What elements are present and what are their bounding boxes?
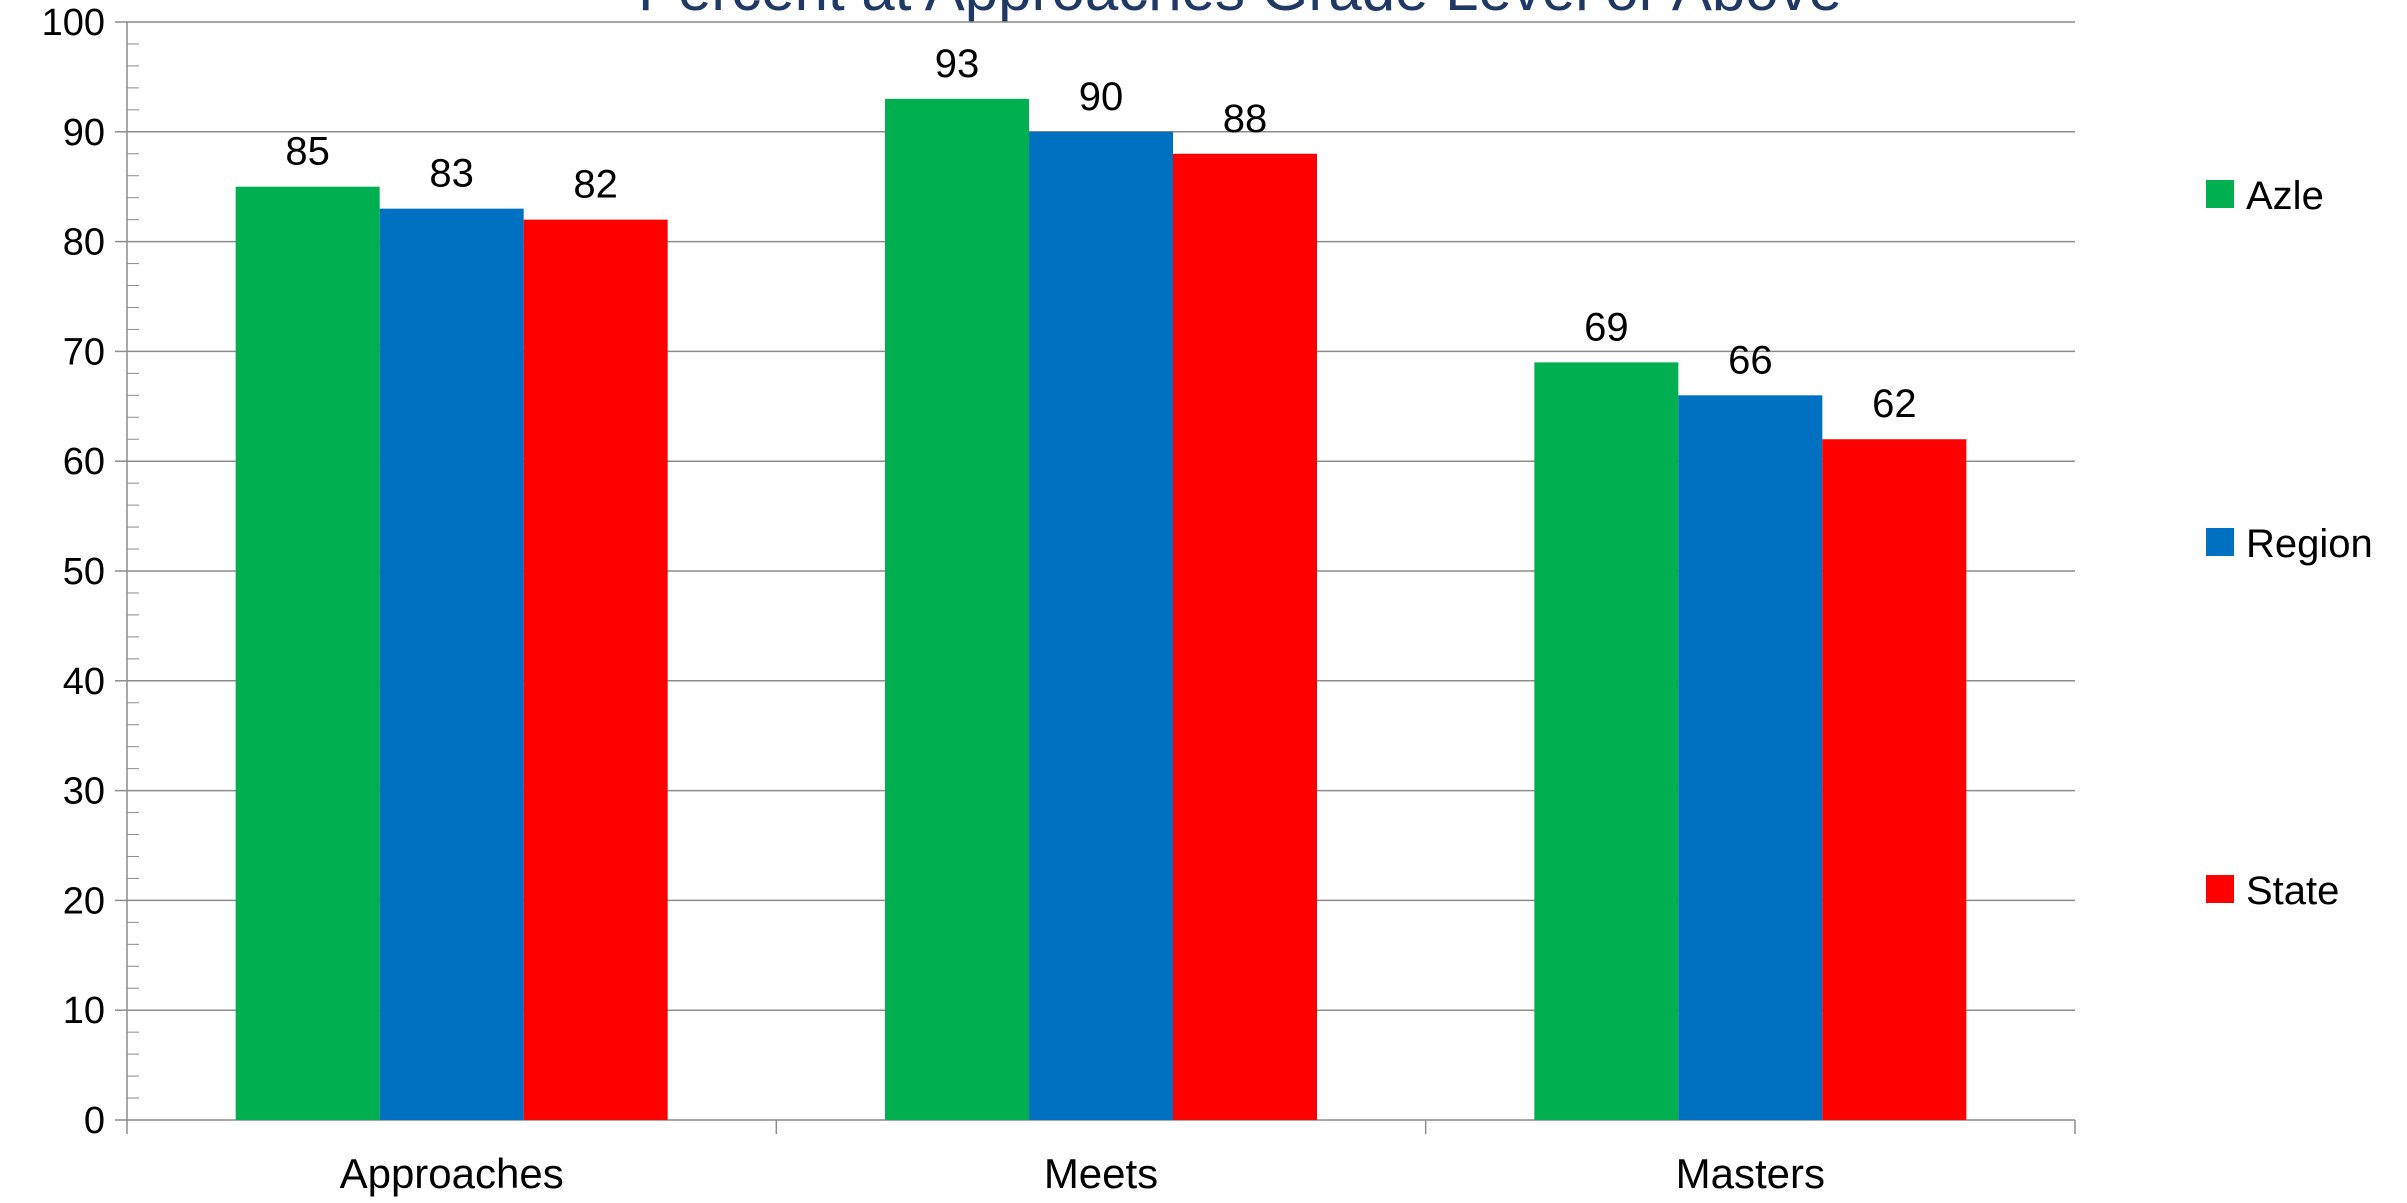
data-label: 93	[935, 42, 980, 86]
data-label: 88	[1223, 97, 1268, 141]
data-label: 66	[1728, 338, 1773, 382]
y-tick-label: 0	[84, 1100, 105, 1142]
data-label: 85	[285, 130, 330, 174]
legend-swatch-region	[2206, 528, 2234, 556]
data-label: 82	[573, 163, 618, 207]
y-tick-label: 70	[63, 331, 105, 373]
x-category-label: Masters	[1676, 1150, 1825, 1197]
chart-title: Percent at Approaches Grade Level or Abo…	[638, 0, 1842, 23]
legend-label-state: State	[2246, 869, 2339, 913]
bar-state-meets	[1173, 153, 1317, 1120]
y-tick-label: 10	[63, 990, 105, 1032]
data-label: 83	[429, 152, 474, 196]
legend-label-region: Region	[2246, 522, 2373, 566]
y-tick-label: 20	[63, 880, 105, 922]
legend-swatch-state	[2206, 875, 2234, 903]
legend: Azle Region State	[2206, 174, 2373, 913]
bar-azle-masters	[1534, 362, 1679, 1120]
bar-azle-meets	[885, 98, 1029, 1121]
bar-state-approaches	[523, 219, 668, 1120]
y-tick-label: 40	[63, 661, 105, 703]
x-category-label: Meets	[1044, 1150, 1158, 1197]
y-tick-label: 80	[63, 222, 105, 264]
data-labels: 85 83 82 93 90 88 69 66 62	[285, 42, 1916, 426]
bar-state-masters	[1822, 439, 1967, 1120]
data-label: 62	[1872, 382, 1917, 426]
bar-region-approaches	[379, 208, 524, 1120]
bar-region-meets	[1029, 131, 1173, 1121]
y-tick-label: 90	[63, 112, 105, 154]
bar-azle-approaches	[235, 186, 380, 1120]
bar-region-masters	[1678, 395, 1823, 1120]
bars	[235, 98, 1967, 1121]
y-tick-label: 30	[63, 771, 105, 813]
legend-swatch-azle	[2206, 180, 2234, 208]
y-tick-label: 60	[63, 441, 105, 483]
data-label: 69	[1584, 305, 1629, 349]
data-label: 90	[1079, 75, 1124, 119]
legend-label-azle: Azle	[2246, 174, 2324, 218]
x-category-label: Approaches	[340, 1150, 564, 1197]
y-tick-label: 50	[63, 551, 105, 593]
y-tick-label: 100	[42, 2, 105, 44]
axes: 0 10 20 30 40 50 60 70 80 90 100 Approaches Meets Mas…	[42, 2, 2076, 1197]
